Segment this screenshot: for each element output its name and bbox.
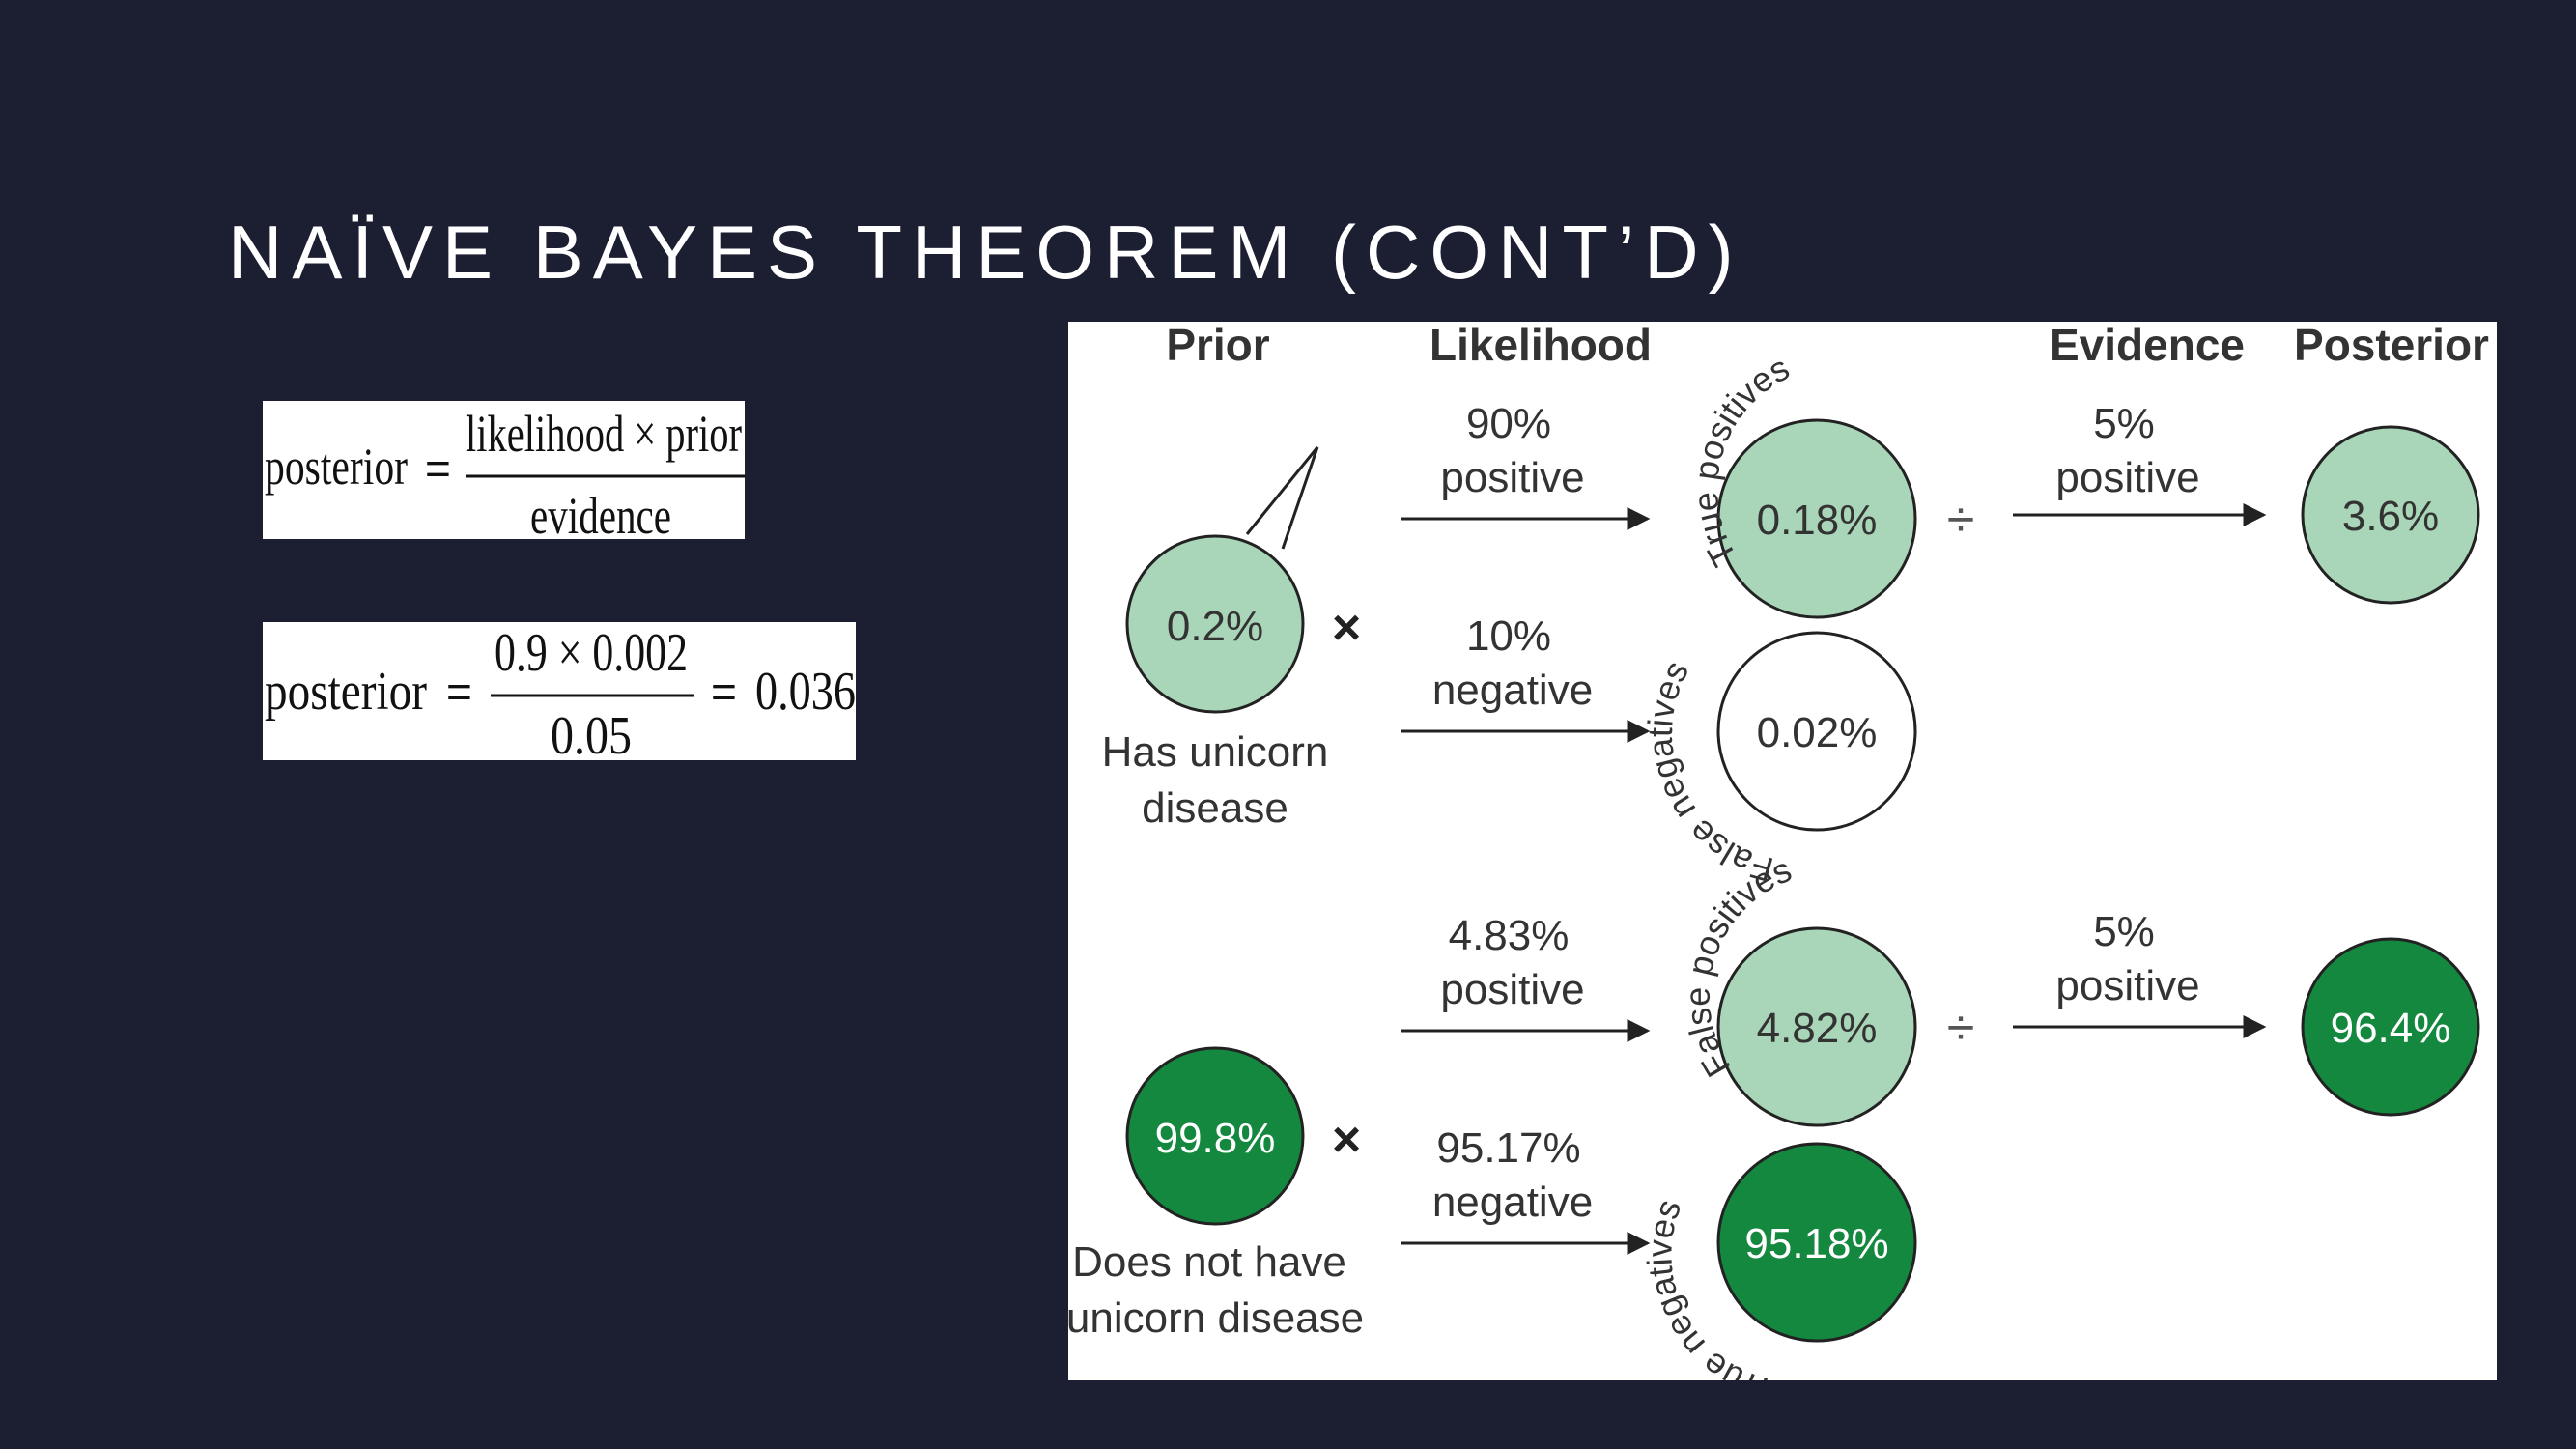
likelihood-negative-word: negative [1432,1179,1593,1226]
zoom-callout-lines [1245,446,1319,550]
likelihood-positive-word: positive [1440,966,1584,1013]
posterior-circle-no-disease [2301,937,2480,1117]
formula-lhs: posterior [265,662,427,722]
posterior-formula: posterior = likelihood × prior evidence [263,401,745,539]
formula-equals: = [425,443,451,494]
formula-denominator: evidence [530,487,671,539]
likelihood-negative-rate: 95.17% [1436,1124,1580,1172]
likelihood-negative-rate: 10% [1466,612,1551,660]
false-positives-value: 4.82% [1757,1005,1878,1052]
formula-numerator: 0.9 × 0.002 [495,623,688,683]
bayes-diagram: Prior Likelihood Evidence Posterior 0.2%… [1068,322,2497,1380]
divide-sign-has-disease: ÷ [1947,492,1975,548]
evidence-rate-has-disease: 5% [2093,400,2155,447]
posterior-value-has-disease: 3.6% [2342,493,2439,540]
formula-equals: = [446,667,472,717]
prior-label-no-disease-line1: Does not have [1072,1238,1346,1286]
prior-label-has-disease-line2: disease [1142,784,1288,832]
true-negatives-circle [1716,1142,1917,1343]
false-negatives-value: 0.02% [1757,709,1878,756]
header-prior: Prior [1166,322,1269,370]
posterior-circle-has-disease [2301,425,2480,605]
prior-label-no-disease-line2: unicorn disease [1068,1294,1364,1342]
true-negatives-value: 95.18% [1744,1220,1888,1267]
multiply-sign-no-disease: × [1332,1112,1361,1168]
likelihood-positive-rate: 90% [1466,400,1551,447]
slide-title: NAÏVE BAYES THEOREM (CONT’D) [228,210,1743,295]
posterior-worked-formula: posterior = 0.9 × 0.002 0.05 = 0.036 [263,622,856,760]
evidence-rate-no-disease: 5% [2093,908,2155,955]
true-positives-value: 0.18% [1757,497,1878,544]
header-evidence: Evidence [2050,322,2245,370]
prior-circle-no-disease [1125,1046,1305,1226]
formula-numerator: likelihood × prior [466,405,742,463]
likelihood-positive-word: positive [1440,454,1584,501]
formula-result: 0.036 [755,662,856,722]
header-posterior: Posterior [2294,322,2489,370]
divide-sign-no-disease: ÷ [1947,1000,1975,1056]
no-disease-branch: 99.8% Does not have unicorn disease × 4.… [1068,849,2480,1380]
false-negatives-circle [1716,631,1917,832]
prior-value-no-disease: 99.8% [1155,1115,1276,1162]
false-positives-circle [1716,926,1917,1127]
prior-value-has-disease: 0.2% [1167,603,1263,650]
likelihood-positive-rate: 4.83% [1449,912,1570,959]
header-likelihood: Likelihood [1430,322,1652,370]
prior-circle-has-disease [1125,534,1305,714]
formula-equals-2: = [711,667,737,717]
evidence-word-has-disease: positive [2055,454,2199,501]
prior-label-has-disease-line1: Has unicorn [1102,728,1329,776]
posterior-value-no-disease: 96.4% [2331,1005,2451,1052]
formula-lhs: posterior [265,438,408,496]
evidence-word-no-disease: positive [2055,962,2199,1009]
multiply-sign-has-disease: × [1332,600,1361,656]
likelihood-negative-word: negative [1432,667,1593,714]
formula-denominator: 0.05 [551,706,632,760]
has-disease-branch: 0.2% Has unicorn disease × 90% positive … [1102,348,2480,890]
true-positives-circle [1716,418,1917,619]
